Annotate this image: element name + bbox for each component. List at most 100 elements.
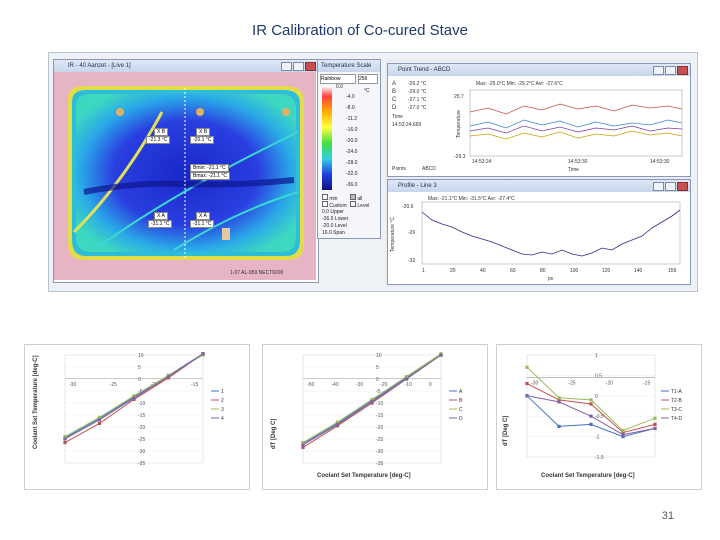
data-point: [370, 397, 374, 401]
scale-tick: -32.0: [346, 171, 358, 177]
x-tick-label: -40: [331, 382, 338, 388]
close-button[interactable]: [677, 66, 688, 75]
scale-window-title: Temperature Scale: [321, 63, 372, 69]
plot-area: [526, 354, 656, 458]
x-tick-label: -15: [643, 380, 650, 386]
profile-titlebar[interactable]: Profile - Line 3: [388, 180, 690, 192]
profile-title: Profile - Line 3: [398, 183, 437, 189]
legend-d: D: [392, 105, 397, 111]
points-label: Points: [392, 166, 406, 172]
temperature-scale-window[interactable]: Temperature Scale Rainbow 256 0.0 °C -4.…: [317, 59, 381, 239]
ir-software-screenshot: IR - 40 Aanzet - [Live 1]: [48, 52, 698, 292]
scale-option-label: Custom: [329, 203, 347, 209]
readout-value: -20.1 °C: [190, 136, 215, 144]
scale-tick: -4.0: [346, 94, 355, 100]
legend-label: C: [459, 407, 463, 413]
data-point: [404, 377, 409, 381]
x-axis-label: Coolant Set Temperature [deg-C]: [317, 473, 411, 479]
chart-3-svg: 1 0.5 0 -0.5 -1 -1.5 -30 -25 -20 -15 dT [Deg C] Coo…: [503, 353, 683, 479]
point-trend-titlebar[interactable]: Point Trend - ABCD: [388, 64, 690, 76]
scale-unit: °C: [364, 88, 370, 94]
thermal-window-titlebar[interactable]: IR - 40 Aanzet - [Live 1]: [54, 60, 318, 72]
color-scale-bar[interactable]: [322, 86, 332, 190]
y-axis-label: dT [Deg C]: [271, 419, 277, 449]
trend-y-label: Temperature: [456, 110, 462, 138]
y-tick-label: 10: [376, 353, 382, 359]
readout-label: X B: [154, 128, 169, 136]
thermal-image[interactable]: X B -21.3 °C X B -20.1 °C Bmin: -21.1 °C…: [54, 72, 316, 280]
y-tick-label: 5: [138, 365, 141, 371]
scale-upper-field[interactable]: 0.0 Upper: [322, 209, 344, 215]
profile-x-tick: 20: [450, 268, 456, 274]
minimize-button[interactable]: [281, 62, 292, 71]
y-tick-label: -25: [138, 437, 145, 443]
scale-option-label: Level: [357, 203, 370, 209]
color-count-dropdown[interactable]: 256: [358, 74, 378, 84]
data-point: [653, 426, 657, 431]
data-point: [621, 430, 625, 435]
maximize-button[interactable]: [665, 182, 676, 191]
time-label: Time: [392, 114, 403, 120]
profile-x-tick: 40: [480, 268, 486, 274]
close-button[interactable]: [305, 62, 316, 71]
close-button[interactable]: [677, 182, 688, 191]
minimize-button[interactable]: [653, 182, 664, 191]
scale-window-titlebar[interactable]: Temperature Scale: [318, 60, 380, 72]
scale-span-field[interactable]: 16.0 Span: [322, 230, 345, 236]
chart-2-svg: 10 5 0 -5 -10 -15 -20 -25 -30 -35 -50 -40 -30 -20 -10 0…: [271, 352, 463, 479]
y-tick-label: -15: [138, 413, 145, 419]
data-point: [335, 423, 340, 427]
y-tick-label: 0.5: [595, 373, 602, 379]
maximize-button[interactable]: [293, 62, 304, 71]
profile-x-tick: 140: [634, 268, 643, 274]
y-tick-label: -35: [138, 461, 145, 467]
scale-lower-field[interactable]: -36.0 Lower: [322, 216, 349, 222]
x-tick-label: -15: [191, 382, 198, 388]
y-tick-label: -1.5: [595, 455, 604, 461]
data-point: [557, 398, 561, 402]
scale-option-min[interactable]: min: [322, 194, 337, 202]
minimize-button[interactable]: [653, 66, 664, 75]
data-point: [589, 402, 593, 406]
y-tick-label: 1: [595, 353, 598, 359]
bmax-readout: Bmax: -21.1 °C: [190, 172, 230, 180]
data-point: [63, 437, 67, 441]
trend-x-label: Time: [568, 167, 579, 173]
time-value: 14:53:24.669: [392, 122, 421, 128]
color-count-value: 256: [359, 76, 368, 82]
scale-option-level[interactable]: Level: [350, 201, 369, 209]
legend-label: A: [459, 389, 463, 395]
scale-tick: -36.0: [346, 182, 358, 188]
y-tick-label: 5: [376, 365, 379, 371]
legend-label: D: [459, 416, 463, 422]
scale-level-field[interactable]: -20.0 Level: [322, 223, 347, 229]
legend-label: T4-D: [671, 416, 683, 422]
point-trend-window[interactable]: Point Trend - ABCD A -26.2 °C B -29.0 °C…: [387, 63, 691, 177]
profile-window[interactable]: Profile - Line 3 Max: -21.1°C Min: -31.5…: [387, 179, 691, 285]
scale-option-all[interactable]: all: [350, 194, 362, 202]
data-point: [201, 352, 205, 356]
scale-tick: -20.0: [346, 138, 358, 144]
data-point: [653, 416, 657, 420]
profile-x-tick: 100: [570, 268, 579, 274]
trend-x-tick: 14:53:30: [650, 159, 670, 165]
palette-dropdown[interactable]: Rainbow: [320, 74, 356, 84]
thermal-stave-image: [68, 86, 304, 260]
x-tick-label: -20: [606, 380, 613, 386]
readout-label: X B: [196, 128, 211, 136]
x-tick-label: 0: [429, 382, 432, 388]
data-point: [621, 432, 625, 437]
maximize-button[interactable]: [665, 66, 676, 75]
scale-option-custom[interactable]: Custom: [322, 201, 347, 209]
thermal-image-window[interactable]: IR - 40 Aanzet - [Live 1]: [53, 59, 319, 283]
y-tick-label: -30: [138, 449, 145, 455]
readout-value: -31.1 °C: [148, 220, 173, 228]
data-point: [370, 400, 374, 404]
y-tick-label: -20: [376, 425, 383, 431]
y-tick-label: 0: [595, 394, 598, 400]
profile-x-tick: 159: [668, 268, 677, 274]
data-point: [653, 422, 657, 426]
legend-label: 3: [221, 407, 224, 413]
y-tick-label: -30: [376, 449, 383, 455]
